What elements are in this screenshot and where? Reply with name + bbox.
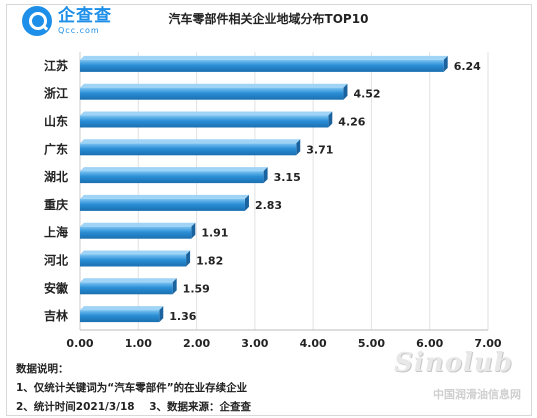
bar-side-face (296, 139, 301, 156)
bar-top-face (80, 111, 333, 116)
watermark-brand: Sinolub (394, 348, 513, 378)
category-label: 河北 (43, 253, 68, 268)
bar-side-face (343, 83, 348, 100)
qcc-logo: 企查查 Qcc.com (22, 6, 112, 36)
bar (80, 198, 245, 211)
x-tick-label: 0.00 (66, 337, 93, 350)
category-label: 山东 (44, 114, 68, 129)
data-notes: 数据说明： 1、仅统计关键词为“汽车零部件”的在业存续企业 2、统计时间2021… (16, 360, 251, 417)
category-label: 江苏 (44, 58, 68, 73)
value-label: 2.83 (255, 199, 282, 212)
bar-side-face (244, 194, 249, 211)
bar (80, 226, 192, 239)
bar-top-face (80, 194, 249, 199)
x-tick-label: 1.00 (125, 337, 152, 350)
magnifier-logo-icon (22, 6, 52, 36)
category-label: 安徽 (44, 280, 69, 295)
value-label: 1.36 (169, 310, 196, 323)
bar-top-face (80, 55, 448, 60)
category-label: 浙江 (44, 86, 68, 101)
x-tick-label: 2.00 (183, 337, 210, 350)
notes-line-1: 1、仅统计关键词为“汽车零部件”的在业存续企业 (16, 382, 248, 394)
category-label: 吉林 (44, 308, 68, 323)
category-label: 湖北 (44, 169, 68, 184)
x-tick-label: 6.00 (416, 337, 443, 350)
bar (80, 87, 344, 100)
bar (80, 310, 160, 323)
chart-title: 汽车零部件相关企业地域分布TOP10 (168, 12, 369, 26)
value-label: 4.26 (338, 116, 365, 129)
notes-heading: 数据说明： (16, 363, 69, 375)
bar (80, 171, 264, 184)
bar-side-face (443, 55, 448, 72)
bar-top-face (80, 139, 301, 144)
bar (80, 282, 173, 295)
value-label: 6.24 (454, 60, 481, 73)
bar-top-face (80, 278, 177, 283)
watermark-subtitle: 中国润滑油信息网 (433, 388, 521, 401)
chart-frame (6, 4, 532, 416)
category-label: 广东 (44, 141, 68, 156)
value-label: 1.82 (196, 255, 223, 268)
bar (80, 254, 187, 267)
bar-top-face (80, 306, 164, 311)
bar-top-face (80, 250, 191, 255)
value-label: 1.91 (201, 227, 228, 240)
value-label: 3.15 (274, 171, 301, 184)
value-label: 4.52 (353, 88, 380, 101)
x-tick-label: 7.00 (474, 337, 501, 350)
bar-side-face (328, 111, 333, 128)
sinolub-watermark: Sinolub 中国润滑油信息网 (386, 346, 531, 410)
logo-name: 企查查 (58, 5, 112, 26)
category-label: 重庆 (44, 197, 68, 212)
bar-side-face (159, 306, 164, 323)
x-tick-label: 3.00 (241, 337, 268, 350)
bar-top-face (80, 167, 268, 172)
value-label: 1.59 (183, 282, 210, 295)
bar-side-face (172, 278, 177, 295)
logo-url: Qcc.com (58, 25, 100, 35)
x-tick-label: 4.00 (300, 337, 327, 350)
bar-top-face (80, 83, 348, 88)
bar-side-face (186, 250, 191, 267)
bar (80, 59, 444, 72)
notes-line-2: 2、统计时间2021/3/18 3、数据来源：企查查 (16, 401, 252, 413)
bar-side-face (263, 167, 268, 184)
category-label: 上海 (44, 225, 68, 240)
bar (80, 115, 329, 128)
x-tick-label: 5.00 (358, 337, 385, 350)
value-label: 3.71 (306, 143, 333, 156)
bar (80, 143, 297, 156)
bar-top-face (80, 222, 196, 227)
bar-side-face (191, 222, 196, 239)
